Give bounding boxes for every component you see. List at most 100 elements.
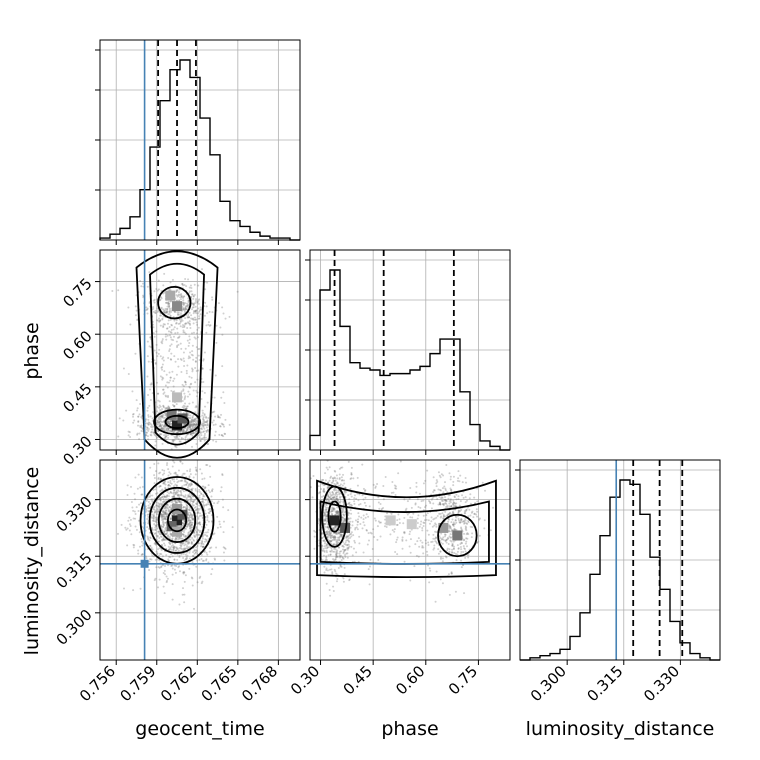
sample-point — [166, 577, 169, 580]
sample-point — [189, 497, 192, 500]
sample-point — [484, 489, 487, 492]
sample-point — [228, 423, 231, 426]
sample-point — [191, 515, 194, 518]
sample-point — [184, 305, 187, 308]
sample-point — [127, 430, 130, 433]
sample-point — [159, 478, 162, 481]
sample-point — [201, 390, 204, 393]
sample-point — [184, 553, 187, 556]
sample-point — [178, 440, 181, 443]
sample-point — [195, 436, 198, 439]
sample-point — [192, 432, 195, 435]
sample-point — [168, 505, 171, 508]
sample-point — [145, 309, 148, 312]
sample-point — [148, 421, 151, 424]
sample-point — [452, 547, 455, 550]
sample-point — [177, 566, 180, 569]
sample-point — [442, 504, 445, 507]
sample-point — [188, 475, 191, 478]
sample-point — [207, 561, 210, 564]
sample-point — [158, 497, 161, 500]
sample-point — [156, 505, 159, 508]
sample-point — [137, 519, 140, 522]
sample-point — [192, 303, 195, 306]
sample-point — [163, 521, 166, 524]
sample-point — [416, 521, 419, 524]
sample-point — [180, 494, 183, 497]
sample-point — [372, 483, 375, 486]
sample-point — [177, 358, 180, 361]
sample-point — [181, 537, 184, 540]
sample-point — [169, 420, 172, 423]
sample-point — [430, 507, 433, 510]
sample-point — [186, 545, 189, 548]
sample-point — [187, 426, 190, 429]
sample-point — [169, 490, 172, 493]
sample-point — [190, 432, 193, 435]
sample-point — [180, 319, 183, 322]
sample-point — [159, 498, 162, 501]
sample-point — [153, 542, 156, 545]
sample-point — [145, 499, 148, 502]
sample-point — [171, 439, 174, 442]
sample-point — [146, 307, 149, 310]
sample-point — [141, 553, 144, 556]
sample-point — [190, 295, 193, 298]
sample-point — [155, 566, 158, 569]
sample-point — [167, 427, 170, 430]
sample-point — [167, 422, 170, 425]
sample-point — [193, 293, 196, 296]
sample-point — [459, 521, 462, 524]
sample-point — [196, 528, 199, 531]
sample-point — [153, 523, 156, 526]
sample-point — [214, 430, 217, 433]
sample-point — [195, 525, 198, 528]
sample-point — [182, 533, 185, 536]
sample-point — [139, 502, 142, 505]
sample-point — [125, 528, 128, 531]
sample-point — [206, 464, 209, 467]
sample-point — [166, 381, 169, 384]
sample-point — [170, 516, 173, 519]
sample-point — [161, 510, 164, 513]
sample-point — [200, 431, 203, 434]
sample-point — [152, 519, 155, 522]
sample-point — [312, 474, 315, 477]
sample-point — [182, 404, 185, 407]
sample-point — [465, 533, 468, 536]
sample-point — [173, 480, 176, 483]
sample-point — [163, 507, 166, 510]
sample-point — [184, 536, 187, 539]
sample-point — [185, 483, 188, 486]
sample-point — [330, 497, 333, 500]
sample-point — [138, 503, 141, 506]
sample-point — [186, 523, 189, 526]
sample-point — [389, 533, 392, 536]
sample-point — [448, 502, 451, 505]
sample-point — [166, 579, 169, 582]
sample-point — [197, 354, 200, 357]
sample-point — [218, 520, 221, 523]
sample-point — [188, 342, 191, 345]
sample-point — [326, 468, 329, 471]
sample-point — [394, 550, 397, 553]
sample-point — [455, 516, 458, 519]
sample-point — [156, 307, 159, 310]
sample-point — [184, 480, 187, 483]
sample-point — [163, 569, 166, 572]
sample-point — [193, 420, 196, 423]
sample-point — [150, 430, 153, 433]
sample-point — [170, 300, 173, 303]
sample-point — [187, 519, 190, 522]
sample-point — [176, 436, 179, 439]
sample-point — [163, 510, 166, 513]
sample-point — [328, 466, 331, 469]
sample-point — [191, 415, 194, 418]
sample-point — [459, 474, 462, 477]
sample-point — [161, 503, 164, 506]
sample-point — [191, 434, 194, 437]
tick-label-luminosity_distance: 0.315 — [584, 662, 627, 705]
sample-point — [155, 504, 158, 507]
sample-point — [165, 311, 168, 314]
sample-point — [198, 315, 201, 318]
